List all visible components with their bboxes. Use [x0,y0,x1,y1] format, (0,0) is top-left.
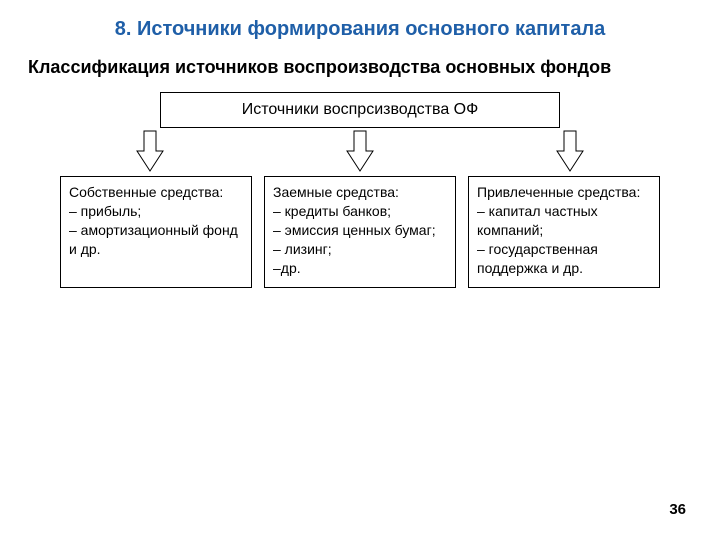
diagram-container: Источники воспрсизводства ОФ Собственные… [60,92,660,288]
diagram-root-box: Источники воспрсизводства ОФ [160,92,560,128]
child-box-own: Собственные средства: – прибыль;– аморти… [60,176,252,288]
slide-subtitle: Классификация источников воспроизводства… [28,57,692,78]
arrow-icon [557,131,583,171]
child-title: Заемные средства: [273,183,447,202]
slide: 8. Источники формирования основного капи… [0,0,720,288]
slide-title: 8. Источники формирования основного капи… [28,18,692,41]
child-title: Привлеченные средства: [477,183,651,202]
slide-number: 36 [669,501,686,518]
child-box-attracted: Привлеченные средства: – капитал частных… [468,176,660,288]
child-title: Собственные средства: [69,183,243,202]
arrows-svg [60,128,660,176]
child-items: – кредиты банков;– эмиссия ценных бумаг;… [273,202,447,278]
child-items: – капитал частных компаний;– государстве… [477,202,651,278]
child-items: – прибыль;– амортизационный фонд и др. [69,202,243,259]
diagram-root-label: Источники воспрсизводства ОФ [242,101,479,118]
arrow-icon [137,131,163,171]
arrow-icon [347,131,373,171]
children-row: Собственные средства: – прибыль;– аморти… [60,176,660,288]
arrows-row [60,128,660,176]
child-box-loan: Заемные средства: – кредиты банков;– эми… [264,176,456,288]
